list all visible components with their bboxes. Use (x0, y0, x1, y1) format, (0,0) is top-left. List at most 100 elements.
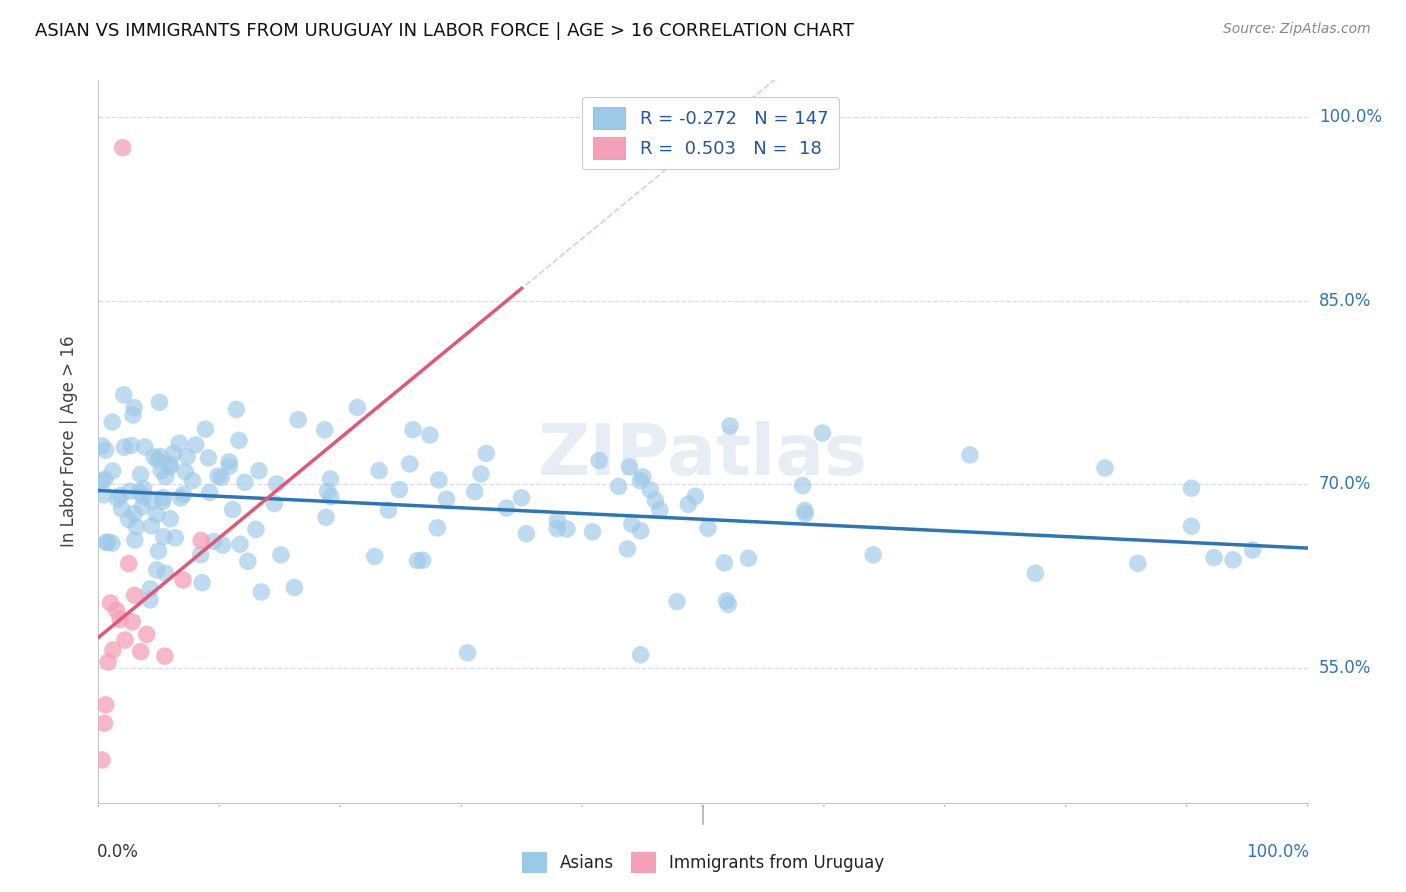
Point (131, 500, 153, 514)
Text: 55.0%: 55.0% (1319, 659, 1371, 677)
Point (101, 464, 124, 478)
Point (319, 490, 342, 504)
Point (148, 544, 170, 558)
Point (368, 464, 391, 478)
Point (555, 522, 578, 536)
Point (364, 549, 387, 564)
Point (228, 434, 250, 448)
Point (129, 467, 152, 482)
Point (1241, 543, 1264, 558)
Point (1180, 481, 1202, 495)
Point (1024, 566, 1046, 581)
Point (181, 474, 204, 488)
Point (112, 388, 135, 402)
Point (412, 553, 434, 567)
Point (581, 524, 603, 539)
Text: Source: ZipAtlas.com: Source: ZipAtlas.com (1223, 22, 1371, 37)
Point (697, 521, 720, 535)
Point (155, 469, 177, 483)
Point (398, 457, 420, 471)
Point (464, 484, 486, 499)
Point (128, 485, 150, 500)
Point (120, 438, 142, 452)
Point (111, 141, 134, 155)
Text: 100.0%: 100.0% (1246, 843, 1309, 861)
Point (146, 453, 169, 467)
Point (266, 477, 288, 491)
Point (648, 503, 671, 517)
Point (97, 535, 120, 549)
Point (1180, 519, 1202, 533)
Point (495, 501, 517, 516)
Point (546, 513, 568, 527)
Point (122, 507, 145, 521)
Point (134, 440, 156, 454)
Point (665, 594, 688, 608)
Point (426, 521, 449, 535)
Point (114, 633, 136, 648)
Point (233, 475, 256, 490)
Point (172, 487, 194, 501)
Point (152, 494, 174, 508)
Point (91, 474, 114, 488)
Point (314, 423, 336, 437)
Point (811, 425, 834, 440)
Point (1094, 461, 1116, 475)
Point (794, 507, 817, 521)
Point (287, 413, 309, 427)
Point (143, 450, 166, 464)
Point (118, 484, 141, 499)
Point (427, 473, 450, 487)
Point (457, 646, 479, 660)
Point (475, 446, 498, 460)
Point (162, 447, 184, 461)
Point (110, 489, 132, 503)
Text: ZIPatlas: ZIPatlas (538, 422, 868, 491)
Point (159, 459, 181, 474)
Point (406, 554, 429, 568)
Point (100, 596, 122, 610)
Point (112, 440, 135, 454)
Point (94, 698, 117, 712)
Point (190, 548, 212, 562)
Point (225, 402, 247, 417)
Legend: Asians, Immigrants from Uruguay: Asians, Immigrants from Uruguay (515, 846, 891, 880)
Point (388, 483, 411, 497)
Point (250, 585, 273, 599)
Point (436, 491, 458, 506)
Point (124, 533, 146, 548)
Point (620, 517, 643, 532)
Point (229, 537, 252, 551)
Point (141, 494, 163, 508)
Point (209, 470, 232, 484)
Point (207, 469, 229, 483)
Point (150, 463, 173, 477)
Point (607, 479, 630, 493)
Point (510, 491, 533, 505)
Point (194, 422, 217, 436)
Point (270, 548, 292, 562)
Point (202, 534, 225, 549)
Point (129, 644, 152, 658)
Point (619, 459, 641, 474)
Point (470, 467, 492, 481)
Point (118, 557, 141, 571)
Point (155, 566, 177, 581)
Legend: R = -0.272   N = 147, R =  0.503   N =  18: R = -0.272 N = 147, R = 0.503 N = 18 (582, 96, 839, 169)
Point (111, 501, 134, 516)
Point (94, 472, 117, 486)
Point (93, 716, 115, 731)
Point (713, 556, 735, 570)
Point (152, 530, 174, 544)
Point (122, 401, 145, 415)
Point (169, 491, 191, 505)
Point (101, 415, 124, 429)
Point (716, 594, 738, 608)
Point (236, 554, 259, 568)
Point (588, 453, 610, 467)
Point (145, 563, 167, 577)
Point (218, 455, 240, 469)
Text: 100.0%: 100.0% (1319, 108, 1382, 126)
Point (245, 522, 267, 536)
Point (121, 615, 143, 629)
